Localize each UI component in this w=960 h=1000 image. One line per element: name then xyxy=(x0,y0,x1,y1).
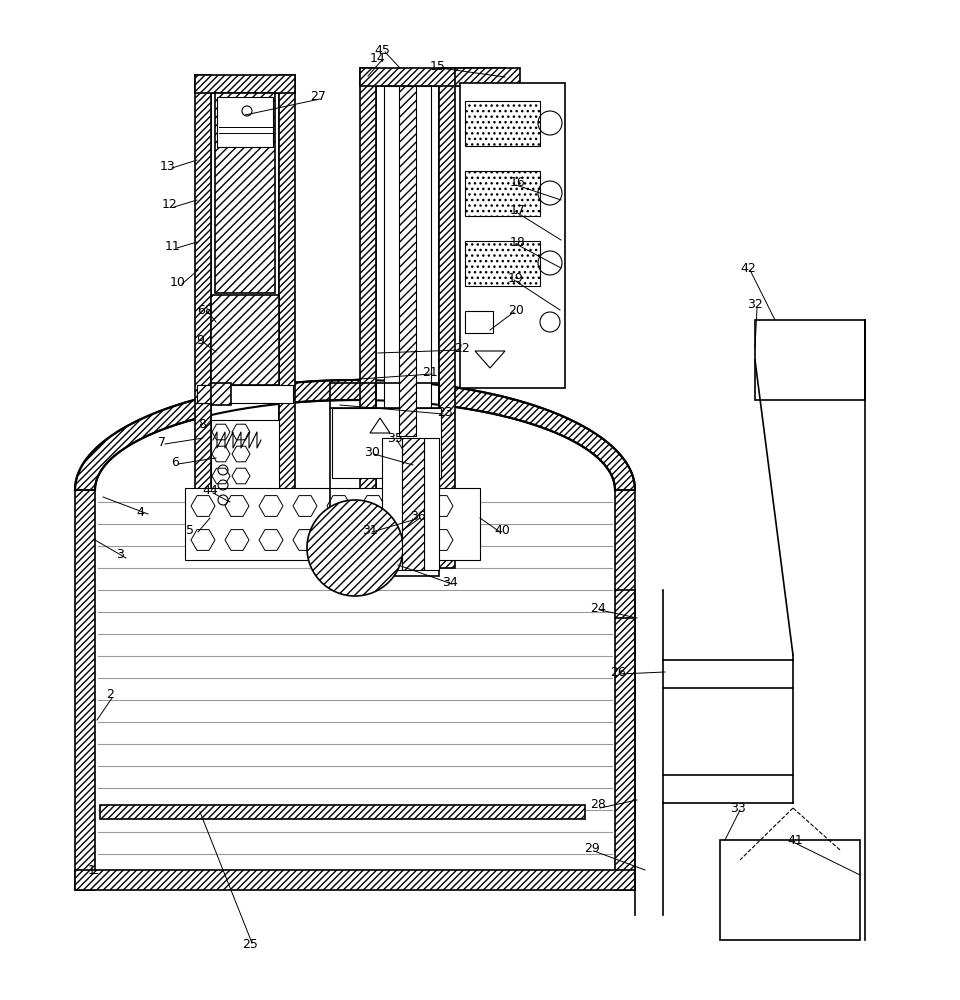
Text: 12: 12 xyxy=(162,198,178,212)
Text: 15: 15 xyxy=(430,60,446,73)
Text: 21: 21 xyxy=(422,365,438,378)
Text: 40: 40 xyxy=(494,524,510,536)
Bar xyxy=(185,488,480,560)
Bar xyxy=(399,86,416,436)
Text: 22: 22 xyxy=(454,342,469,355)
Bar xyxy=(755,320,865,400)
Text: 30: 30 xyxy=(364,446,380,458)
Text: 13: 13 xyxy=(160,159,176,172)
Bar xyxy=(439,68,455,568)
Bar xyxy=(195,75,211,505)
Text: 44: 44 xyxy=(203,484,218,496)
Text: 27: 27 xyxy=(310,91,326,104)
Text: 29: 29 xyxy=(584,842,600,854)
Text: 17: 17 xyxy=(510,204,526,217)
Bar xyxy=(197,385,211,403)
Text: 35: 35 xyxy=(387,432,403,444)
Text: 19: 19 xyxy=(508,271,524,284)
Bar xyxy=(100,805,585,819)
Bar xyxy=(195,75,295,93)
Text: 23: 23 xyxy=(437,406,453,418)
Bar xyxy=(376,86,439,576)
Bar xyxy=(360,68,376,568)
Text: 24: 24 xyxy=(590,601,606,614)
Bar xyxy=(465,171,540,216)
Bar xyxy=(402,438,424,570)
Bar xyxy=(211,295,279,385)
Bar xyxy=(211,383,231,405)
Text: 28: 28 xyxy=(590,798,606,812)
Text: 36: 36 xyxy=(410,510,426,522)
Text: 3: 3 xyxy=(116,548,124,562)
Text: 42: 42 xyxy=(740,261,756,274)
Bar xyxy=(75,870,635,890)
Bar xyxy=(424,438,439,570)
Bar xyxy=(720,840,860,940)
Text: 4: 4 xyxy=(136,506,144,518)
Bar xyxy=(197,385,293,403)
Text: 18: 18 xyxy=(510,235,526,248)
Text: 26: 26 xyxy=(611,666,626,678)
Text: 9: 9 xyxy=(196,334,204,347)
Bar xyxy=(75,490,95,890)
Text: 32: 32 xyxy=(747,298,763,312)
Text: 41: 41 xyxy=(787,834,803,846)
Text: 6: 6 xyxy=(171,456,179,468)
Bar xyxy=(360,68,505,86)
Bar xyxy=(382,438,402,570)
Bar xyxy=(211,93,279,483)
Bar xyxy=(279,75,295,505)
Text: 34: 34 xyxy=(443,576,458,588)
Bar xyxy=(465,101,540,146)
Circle shape xyxy=(307,500,403,596)
Bar xyxy=(465,311,493,333)
Text: 33: 33 xyxy=(731,802,746,814)
Text: 68: 68 xyxy=(197,304,213,316)
Polygon shape xyxy=(75,380,635,490)
Bar xyxy=(217,97,273,147)
Bar xyxy=(455,68,520,86)
Text: 2: 2 xyxy=(106,688,114,702)
Text: 1: 1 xyxy=(88,863,96,876)
Text: 14: 14 xyxy=(371,51,386,64)
Text: 5: 5 xyxy=(186,524,194,536)
Bar xyxy=(332,408,441,478)
Bar xyxy=(211,420,279,495)
Bar xyxy=(460,83,565,388)
Text: 20: 20 xyxy=(508,304,524,316)
Bar xyxy=(615,490,635,890)
Text: 25: 25 xyxy=(242,938,258,952)
Text: 31: 31 xyxy=(362,524,378,536)
Bar xyxy=(465,241,540,286)
Text: 8: 8 xyxy=(198,418,206,432)
Text: 45: 45 xyxy=(374,43,390,56)
Text: 7: 7 xyxy=(158,436,166,448)
Bar xyxy=(215,93,275,293)
Bar xyxy=(384,86,431,436)
Text: 16: 16 xyxy=(510,176,526,190)
Text: 11: 11 xyxy=(165,239,180,252)
Text: 10: 10 xyxy=(170,275,186,288)
